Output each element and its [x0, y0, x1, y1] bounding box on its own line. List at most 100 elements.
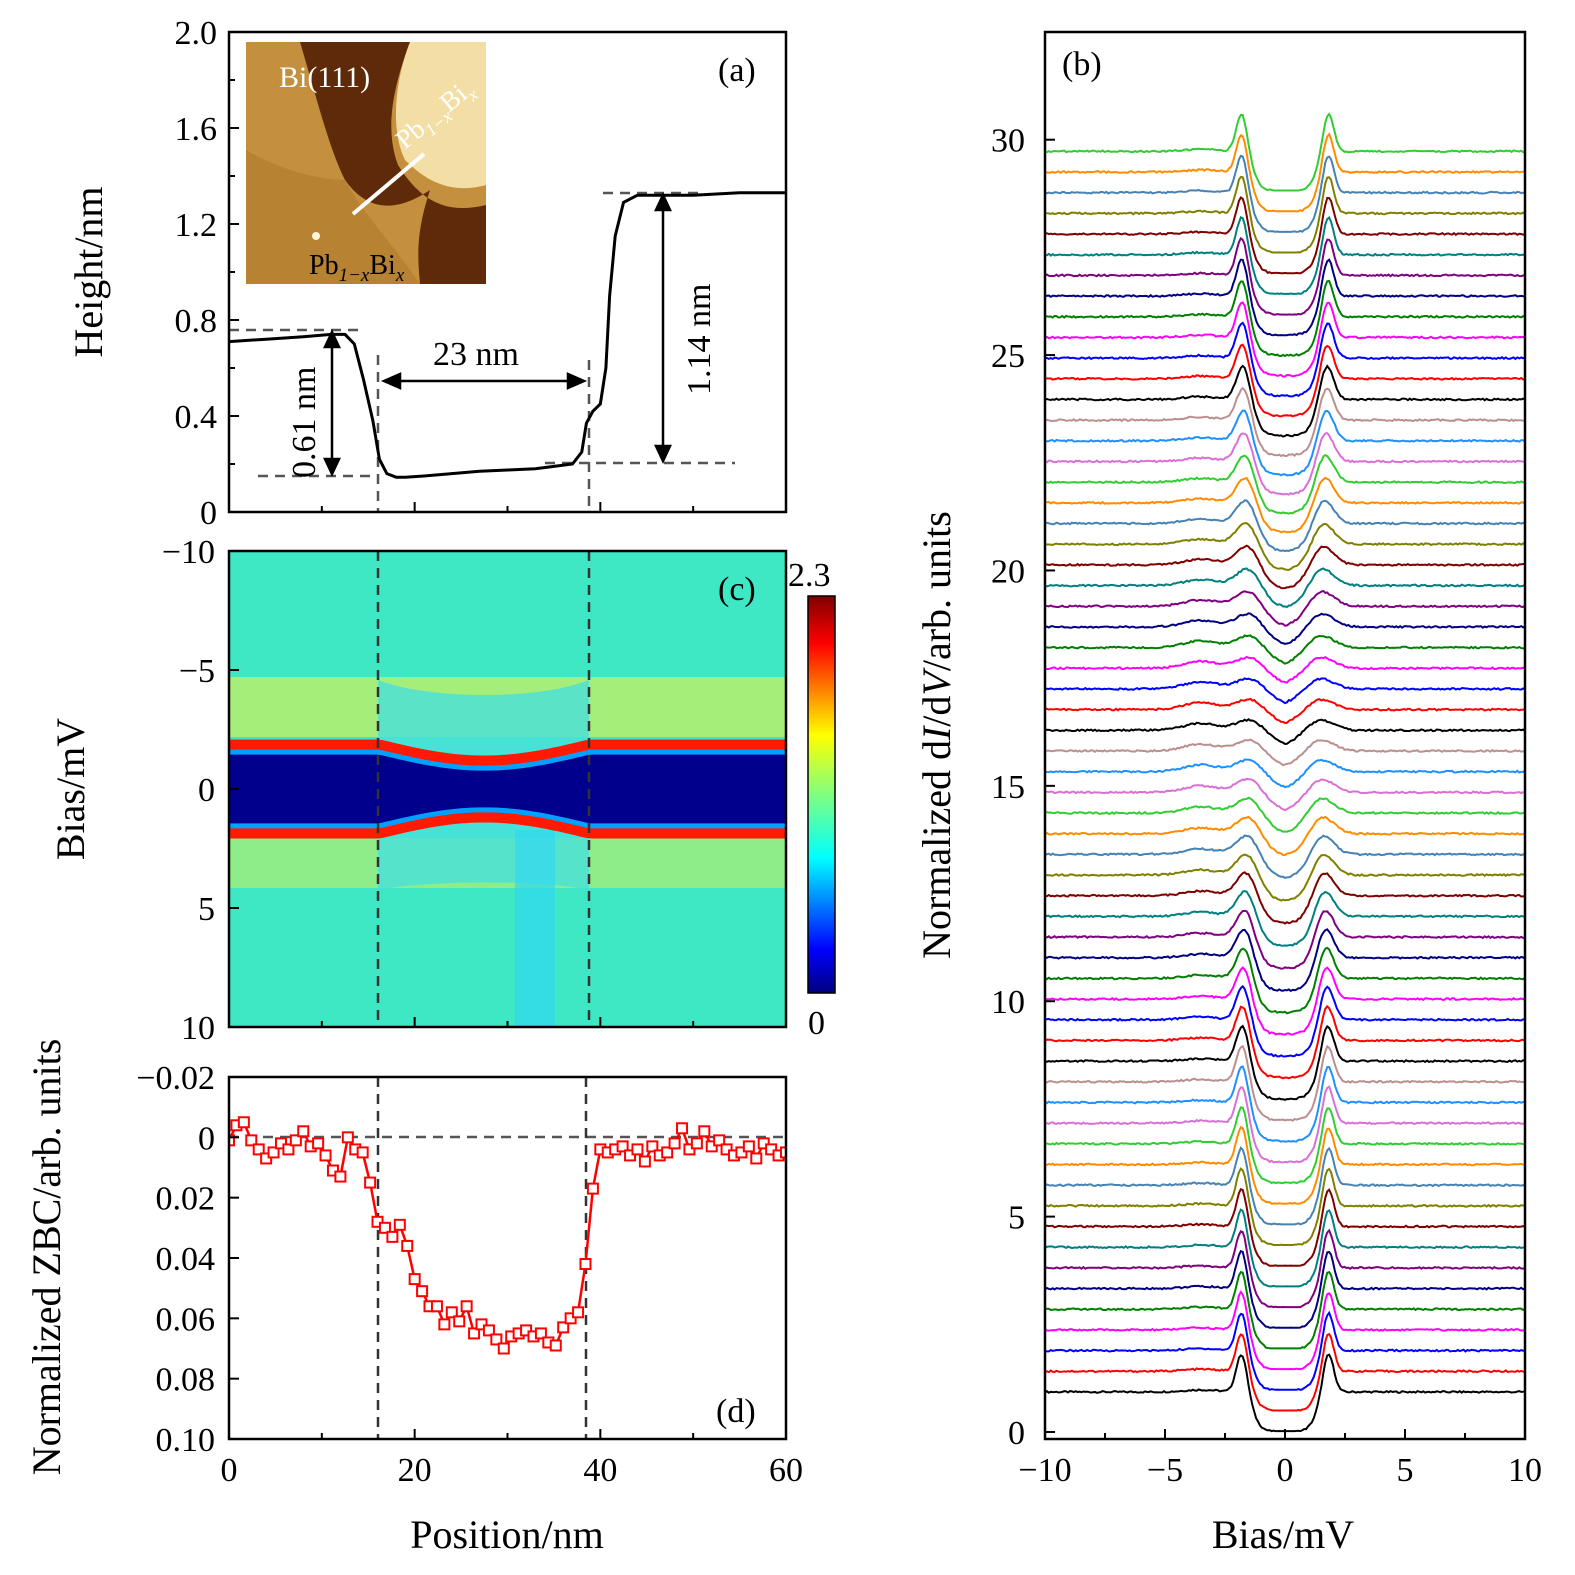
- panel-c-ticks: −10 −5 0 5 10: [162, 534, 695, 1047]
- panel-a-ytick-label: 1.2: [175, 207, 218, 244]
- spectrum-line: [1045, 432, 1525, 496]
- panel-b-label: (b): [1062, 46, 1102, 83]
- zbc-marker: [229, 1134, 235, 1147]
- spectrum-line: [1045, 567, 1525, 609]
- panel-a: Bi(111) Pb1−xBix Pb1−xBix 0 0.4 0.8 1.2 1.6 2…: [66, 15, 788, 532]
- spectrum-line: [1045, 476, 1525, 534]
- zbc-marker: [453, 1315, 466, 1328]
- spectrum-line: [1045, 853, 1525, 902]
- panel-c-ytick-label: −5: [179, 653, 215, 690]
- zbc-marker: [274, 1137, 287, 1150]
- spectrum-line: [1045, 499, 1525, 553]
- zbc-marker: [624, 1149, 637, 1162]
- panel-d-ytick-label: 0.10: [156, 1422, 216, 1459]
- zbc-marker: [482, 1324, 495, 1337]
- panel-a-ytick-label: 0.8: [175, 303, 218, 340]
- spectrum-line: [1045, 634, 1525, 665]
- spectrum-line: [1045, 1270, 1525, 1350]
- panel-b-spectra: [1045, 112, 1525, 1433]
- panel-d-ytick-label: 0.08: [156, 1362, 216, 1399]
- spectrum-line: [1045, 928, 1525, 993]
- panel-d-xtick-label: 40: [583, 1452, 617, 1489]
- panel-b-xtick-label: −10: [1018, 1452, 1071, 1489]
- colorbar-max-label: 2.3: [788, 557, 831, 594]
- heatmap-gap-edge-negative: [229, 749, 786, 771]
- heatmap-coherence-peak-positive: [229, 811, 786, 839]
- panel-b-xtick-label: 0: [1277, 1452, 1294, 1489]
- panel-d-plot: [229, 1077, 786, 1439]
- zbc-marker: [245, 1134, 258, 1147]
- spectrum-line: [1045, 890, 1525, 947]
- zbc-marker: [750, 1152, 763, 1165]
- zbc-marker: [267, 1146, 280, 1159]
- spectrum-line: [1045, 612, 1525, 645]
- spectrum-line: [1045, 966, 1525, 1036]
- panel-b-ytick-label: 30: [991, 123, 1025, 160]
- heatmap-gap-band: [229, 753, 786, 825]
- panel-c: −10 −5 0 5 10 2.3 0 (c) Bias/mV: [48, 534, 836, 1047]
- annotation-step-left: 0.61 nm: [286, 367, 323, 478]
- zbc-marker: [549, 1339, 562, 1352]
- spectrum-line: [1045, 154, 1525, 233]
- panel-a-label: (a): [718, 52, 756, 89]
- zbc-marker: [579, 1258, 592, 1271]
- panel-a-ytick-label: 0.4: [175, 399, 218, 436]
- panel-d-xtick-label: 0: [221, 1452, 238, 1489]
- zbc-marker: [289, 1134, 302, 1147]
- zbc-marker: [690, 1137, 703, 1150]
- spectrum-line: [1045, 1332, 1525, 1412]
- zbc-marker: [742, 1140, 755, 1153]
- spectrum-line: [1045, 453, 1525, 515]
- heatmap-coherence-peak-negative: [229, 739, 786, 767]
- spectrum-line: [1045, 364, 1525, 438]
- inset-dark-region: [300, 42, 486, 284]
- spectrum-line: [1045, 544, 1525, 590]
- zbc-marker: [468, 1327, 481, 1340]
- spectrum-line: [1045, 321, 1525, 398]
- panel-b-frame: [1043, 30, 1527, 1441]
- spectrum-line: [1045, 834, 1525, 880]
- zbc-marker: [676, 1122, 689, 1135]
- panel-b-ytick-label: 0: [1008, 1415, 1025, 1452]
- panel-a-plot: Bi(111) Pb1−xBix Pb1−xBix: [229, 42, 786, 512]
- panel-d-ytick-label: 0.06: [156, 1301, 216, 1338]
- zbc-marker: [780, 1146, 786, 1159]
- panel-c-label: (c): [718, 571, 756, 608]
- zbc-marker: [616, 1140, 629, 1153]
- panel-d-ytick-label: 0: [198, 1120, 215, 1157]
- zbc-marker: [475, 1318, 488, 1331]
- spectrum-line: [1045, 1004, 1525, 1080]
- panel-d-ytick-label: 0.02: [156, 1181, 216, 1218]
- zbc-marker: [564, 1312, 577, 1325]
- spectrum-line: [1045, 1106, 1525, 1185]
- spectrum-line: [1045, 1167, 1525, 1247]
- arrow-width: [380, 372, 588, 390]
- spectrum-line: [1045, 1228, 1525, 1309]
- zbc-marker: [698, 1125, 711, 1138]
- spectrum-line: [1045, 677, 1525, 705]
- panel-b-ytick-label: 25: [991, 338, 1025, 375]
- spectrum-line: [1045, 738, 1525, 767]
- panel-a-ytick-label: 2.0: [175, 15, 218, 52]
- zbc-marker: [586, 1182, 599, 1195]
- zbc-marker: [445, 1306, 458, 1319]
- zbc-marker: [252, 1143, 265, 1156]
- zbc-marker: [520, 1324, 533, 1337]
- spectrum-line: [1045, 1044, 1525, 1122]
- spectrum-line: [1045, 522, 1525, 571]
- panel-d-label: (d): [716, 1393, 756, 1430]
- zbc-marker: [497, 1342, 510, 1355]
- zbc-marker: [757, 1137, 770, 1150]
- spectrum-line: [1045, 796, 1525, 833]
- zbc-marker: [364, 1176, 377, 1189]
- zbc-marker: [312, 1137, 325, 1150]
- panel-d-ytick-label: −0.02: [136, 1060, 215, 1097]
- panel-b-xtick-label: 10: [1508, 1452, 1542, 1489]
- zbc-marker: [297, 1125, 310, 1138]
- zbc-marker: [661, 1146, 674, 1159]
- spectrum-line: [1045, 258, 1525, 337]
- panel-d-ytick-label: 0.04: [156, 1241, 216, 1278]
- inset-linecut: [351, 152, 426, 216]
